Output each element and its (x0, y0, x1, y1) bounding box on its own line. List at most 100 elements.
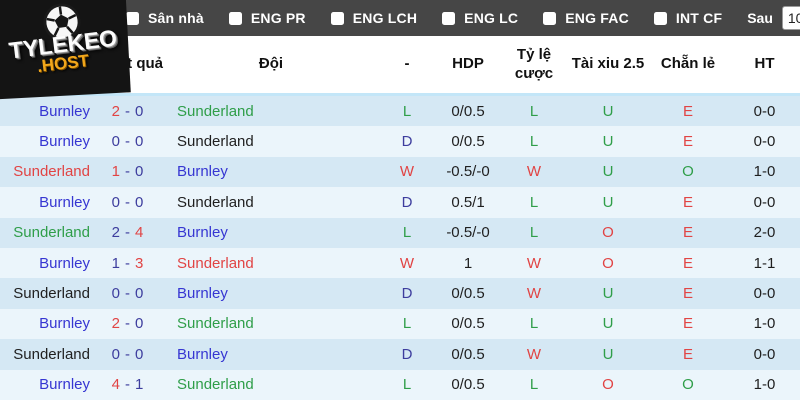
home-score: 1 (111, 163, 120, 181)
last-n-select[interactable]: 10 (781, 6, 800, 30)
home-team: Burnley (39, 315, 90, 333)
ht-score: 1-0 (753, 163, 776, 181)
checkbox-icon[interactable] (126, 11, 139, 25)
filter-eng-pr[interactable]: ENG PR (228, 10, 306, 26)
score-separator: - (125, 285, 130, 303)
home-team: Burnley (39, 133, 90, 151)
odds-letter: W (526, 254, 542, 272)
odd-even-letter: E (682, 224, 693, 242)
header-hdp: HDP (452, 55, 484, 73)
match-row: Burnley 2 - 0 Sunderland L 0/0.5 L U E 1… (0, 308, 800, 340)
home-score: 2 (111, 315, 120, 333)
away-score: 0 (135, 193, 144, 211)
over-under-letter: U (602, 133, 614, 151)
home-score: 1 (111, 254, 120, 272)
checkbox-icon[interactable] (228, 11, 242, 25)
home-team: Burnley (39, 376, 90, 394)
filter-int-cf[interactable]: INT CF (653, 10, 723, 26)
checkbox-icon[interactable] (442, 11, 456, 25)
filter-label: ENG FAC (565, 10, 629, 26)
h2h-table: Burnley 2 - 0 Sunderland L 0/0.5 L U E 0… (0, 93, 800, 400)
checkbox-icon[interactable] (330, 11, 344, 25)
hdp-value: -0.5/-0 (446, 224, 490, 242)
away-score: 0 (135, 163, 144, 181)
score: 0 - 0 (90, 346, 165, 363)
over-under-letter: U (602, 102, 614, 120)
hdp-value: 0/0.5 (451, 133, 485, 151)
home-score: 0 (111, 345, 120, 363)
last-n-label: Sau (747, 10, 773, 26)
home-team: Burnley (39, 193, 90, 211)
odds-letter: L (529, 133, 539, 151)
hdp-value: 0/0.5 (451, 285, 485, 303)
hdp-value: 1 (463, 254, 473, 272)
score-separator: - (125, 102, 130, 120)
away-team: Sunderland (177, 254, 254, 272)
odd-even-letter: E (682, 285, 693, 303)
home-score: 4 (111, 376, 120, 394)
filter-label: ENG LCH (352, 10, 418, 26)
home-team: Sunderland (13, 224, 90, 242)
hdp-value: 0/0.5 (451, 345, 485, 363)
result-letter: D (401, 285, 413, 303)
home-team: Sunderland (13, 345, 90, 363)
ht-score: 0-0 (753, 193, 776, 211)
score: 4 - 1 (90, 376, 165, 393)
home-score: 2 (111, 224, 120, 242)
odds-letter: L (529, 315, 539, 333)
checkbox-icon[interactable] (653, 11, 667, 25)
result-letter: D (401, 345, 413, 363)
ht-score: 0-0 (753, 102, 776, 120)
away-score: 0 (135, 285, 144, 303)
over-under-letter: U (602, 315, 614, 333)
result-letter: L (402, 376, 412, 394)
header-team: Đội (258, 55, 284, 73)
filter-eng-lc[interactable]: ENG LC (442, 10, 518, 26)
home-team: Burnley (39, 254, 90, 272)
match-row: Burnley 1 - 3 Sunderland W 1 W O E 1-1 (0, 247, 800, 279)
hdp-value: 0/0.5 (451, 376, 485, 394)
match-row: Burnley 0 - 0 Sunderland D 0.5/1 L U E 0… (0, 187, 800, 218)
filter-label: ENG LC (464, 10, 519, 26)
away-score: 0 (135, 102, 144, 120)
ht-score: 0-0 (753, 133, 776, 151)
result-letter: L (402, 224, 412, 242)
hdp-value: -0.5/-0 (446, 163, 490, 181)
site-logo[interactable]: TYLEKEO .HOST (0, 0, 131, 100)
match-row: Sunderland 0 - 0 Burnley D 0/0.5 W U E 0… (0, 339, 800, 370)
score: 1 - 0 (90, 163, 165, 180)
filter-label: INT CF (675, 10, 723, 26)
home-score: 0 (111, 193, 120, 211)
soccer-ball-icon (43, 3, 81, 41)
over-under-letter: O (602, 376, 614, 394)
score-separator: - (125, 133, 130, 151)
home-score: 2 (111, 102, 120, 120)
match-row: Burnley 0 - 0 Sunderland D 0/0.5 L U E 0… (0, 126, 800, 157)
result-letter: W (399, 254, 415, 272)
header-odds: Tỷ lệ cược (514, 45, 554, 82)
match-row: Sunderland 1 - 0 Burnley W -0.5/-0 W U O… (0, 156, 800, 188)
away-score: 0 (135, 133, 144, 151)
header-over-under: Tài xiu 2.5 (571, 55, 645, 73)
away-team: Sunderland (177, 376, 254, 394)
odd-even-letter: E (682, 133, 693, 151)
hdp-value: 0.5/1 (451, 193, 485, 211)
score-separator: - (125, 193, 130, 211)
filter-eng-fac[interactable]: ENG FAC (543, 10, 629, 26)
result-letter: D (401, 133, 413, 151)
result-letter: D (401, 193, 413, 211)
filter-eng-lch[interactable]: ENG LCH (330, 10, 418, 26)
away-team: Sunderland (177, 315, 254, 333)
ht-score: 0-0 (753, 285, 776, 303)
ht-score: 1-0 (753, 376, 776, 394)
result-letter: W (399, 163, 415, 181)
odd-even-letter: E (682, 345, 693, 363)
header-odd-even: Chẵn lẻ (660, 55, 716, 73)
odd-even-letter: O (682, 163, 694, 181)
filter-home-only[interactable]: Sân nhà (126, 10, 204, 26)
filter-label: ENG PR (250, 10, 306, 26)
over-under-letter: O (602, 254, 614, 272)
checkbox-icon[interactable] (543, 11, 557, 25)
odd-even-letter: O (682, 376, 694, 394)
odds-letter: L (529, 102, 539, 120)
